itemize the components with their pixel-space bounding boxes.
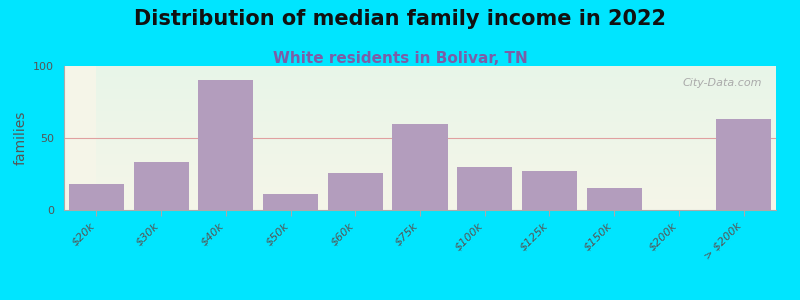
Bar <box>134 163 189 210</box>
Bar <box>716 119 771 210</box>
Bar <box>522 171 577 210</box>
Bar <box>263 194 318 210</box>
Bar <box>328 172 382 210</box>
Text: City-Data.com: City-Data.com <box>682 77 762 88</box>
Text: White residents in Bolivar, TN: White residents in Bolivar, TN <box>273 51 527 66</box>
Bar <box>393 124 447 210</box>
Bar <box>586 188 642 210</box>
Bar <box>198 80 254 210</box>
Text: Distribution of median family income in 2022: Distribution of median family income in … <box>134 9 666 29</box>
Y-axis label: families: families <box>14 111 28 165</box>
Bar <box>458 167 512 210</box>
Bar <box>69 184 124 210</box>
